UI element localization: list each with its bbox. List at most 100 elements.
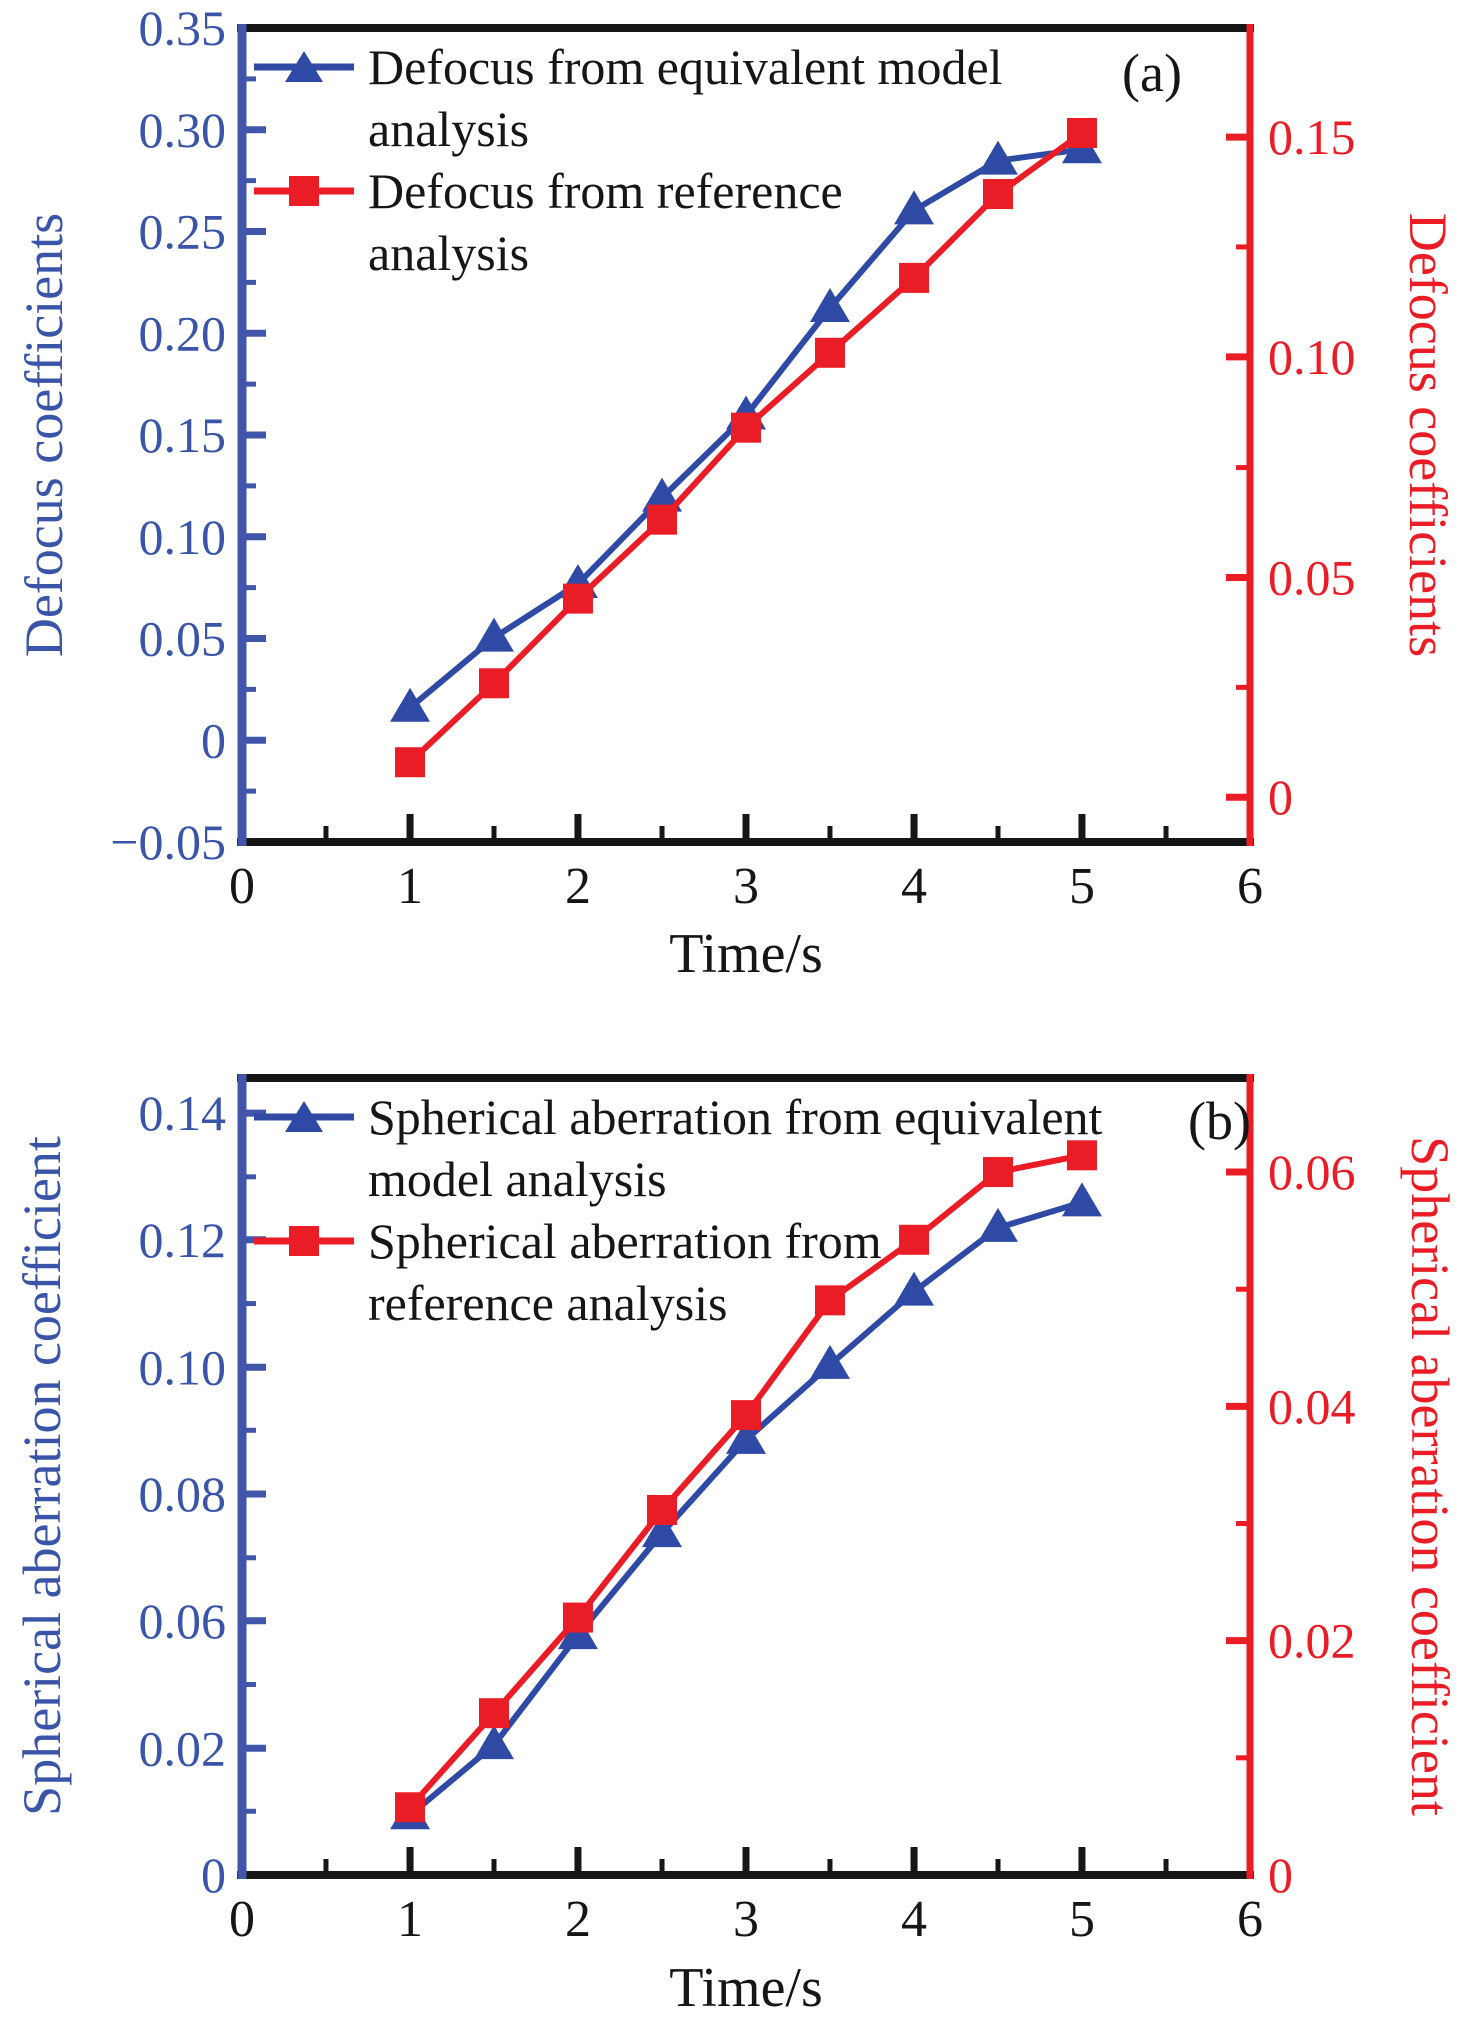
triangle-marker-icon (254, 1101, 354, 1132)
square-marker-icon (254, 1226, 354, 1256)
left-tick-label: 0.14 (139, 1085, 227, 1141)
left-tick-label: 0.35 (139, 0, 227, 56)
square-marker-icon (254, 176, 354, 206)
triangle-marker-icon (254, 51, 354, 82)
legend-label: Spherical aberration from equivalent mod… (368, 1086, 1102, 1210)
legend-entry: Defocus from equivalent model analysis (252, 36, 1003, 160)
panel-a-left-axis-title: Defocus coefficients (14, 212, 74, 658)
square-data-marker (983, 1157, 1013, 1188)
square-data-marker (814, 337, 845, 368)
right-tick-label: 0.02 (1268, 1613, 1356, 1669)
square-data-marker (395, 1792, 426, 1823)
square-data-marker (1066, 1140, 1097, 1171)
legend-entry: Defocus from reference analysis (252, 160, 1003, 284)
x-tick-label: 2 (565, 858, 591, 915)
triangle-data-marker (978, 1207, 1018, 1242)
right-tick-label: 0.06 (1268, 1144, 1356, 1200)
x-tick-label: 0 (229, 858, 255, 915)
right-tick-label: 0.04 (1268, 1378, 1356, 1434)
x-tick-label: 0 (229, 1891, 255, 1948)
triangle-data-marker (642, 1513, 683, 1548)
legend-label: Defocus from equivalent model analysis (368, 36, 1003, 160)
x-tick-label: 1 (397, 1891, 423, 1948)
legend-label-line: Defocus from equivalent model (368, 39, 1003, 95)
square-data-marker (562, 1602, 593, 1633)
triangle-data-marker (390, 687, 431, 722)
legend-label-line: model analysis (368, 1151, 667, 1207)
panel-b-right-axis-title: Spherical aberration coefficient (1400, 1136, 1460, 1816)
left-tick-label: 0.06 (139, 1593, 227, 1649)
legend-label-line: Spherical aberration from (368, 1213, 882, 1269)
square-data-marker (479, 1698, 509, 1729)
x-tick-label: 4 (901, 858, 927, 915)
legend-entry: Spherical aberration from reference anal… (252, 1210, 1102, 1334)
left-tick-label: 0.15 (139, 407, 227, 463)
panel-b-x-axis-title: Time/s (669, 1957, 823, 2019)
legend-label-line: analysis (368, 101, 530, 157)
square-data-marker (731, 1400, 761, 1431)
square-data-marker (395, 747, 426, 778)
square-data-marker (479, 668, 509, 699)
right-tick-label: 0 (1268, 1847, 1293, 1903)
triangle-data-marker (809, 1344, 850, 1379)
panel-a-x-axis-title: Time/s (669, 923, 823, 985)
legend-label-line: analysis (368, 225, 530, 281)
panel-b-tag: (b) (1188, 1091, 1251, 1151)
left-tick-label: 0.08 (139, 1466, 227, 1522)
legend-entry: Spherical aberration from equivalent mod… (252, 1086, 1102, 1210)
left-tick-label: 0.10 (139, 1339, 227, 1395)
legend-label: Spherical aberration from reference anal… (368, 1210, 882, 1334)
x-tick-label: 4 (901, 1891, 927, 1948)
x-tick-label: 3 (733, 858, 759, 915)
left-tick-label: 0 (201, 1847, 226, 1903)
x-tick-label: 5 (1069, 1891, 1095, 1948)
left-tick-label: 0.02 (139, 1720, 227, 1776)
left-tick-label: 0.25 (139, 204, 227, 260)
legend-label-line: reference analysis (368, 1275, 728, 1331)
triangle-data-marker (474, 1725, 514, 1760)
square-data-marker (1066, 118, 1097, 149)
square-data-marker (647, 504, 678, 535)
panel-b: 0 1 2 3 4 5 600.020.060.080.100.120.1400.020.0… (139, 1074, 1356, 1948)
legend-label: Defocus from reference analysis (368, 160, 843, 284)
triangle-data-marker (978, 140, 1018, 175)
square-data-marker (647, 1494, 678, 1525)
x-tick-label: 2 (565, 1891, 591, 1948)
x-tick-label: 5 (1069, 858, 1095, 915)
right-tick-label: 0 (1268, 769, 1293, 825)
triangle-data-marker (809, 288, 850, 323)
panel-a-legend: Defocus from equivalent model analysis D… (252, 36, 1003, 284)
right-tick-label: 0.15 (1268, 109, 1356, 165)
x-tick-label: 1 (397, 858, 423, 915)
left-tick-label: 0.05 (139, 611, 227, 667)
panel-b-left-axis-title: Spherical aberration coefficient (12, 1136, 72, 1816)
triangle-data-marker (1061, 1182, 1102, 1217)
triangle-data-marker (894, 1271, 935, 1306)
triangle-data-marker (726, 1419, 766, 1454)
square-data-marker (731, 412, 761, 443)
left-tick-label: 0.20 (139, 305, 227, 361)
triangle-data-marker (642, 477, 683, 512)
square-data-marker (814, 1285, 845, 1316)
triangle-data-marker (894, 190, 935, 225)
panel-b-legend: Spherical aberration from equivalent mod… (252, 1086, 1102, 1334)
left-tick-label: −0.05 (110, 814, 226, 870)
left-tick-label: 0 (201, 712, 226, 768)
left-tick-label: 0.30 (139, 102, 227, 158)
right-tick-label: 0.10 (1268, 329, 1356, 385)
square-data-marker (899, 1224, 930, 1255)
triangle-data-marker (474, 617, 514, 652)
square-data-marker (983, 179, 1013, 210)
x-tick-label: 6 (1237, 858, 1263, 915)
left-tick-label: 0.10 (139, 509, 227, 565)
x-tick-label: 6 (1237, 1891, 1263, 1948)
panel-a-tag: (a) (1122, 43, 1182, 103)
square-data-marker (562, 583, 593, 614)
legend-label-line: Spherical aberration from equivalent (368, 1089, 1103, 1145)
x-tick-label: 3 (733, 1891, 759, 1948)
left-tick-label: 0.12 (139, 1212, 227, 1268)
legend-label-line: Defocus from reference (368, 163, 843, 219)
panel-a: 0 1 2 3 4 5 6−0.0500.050.100.150.200.250.300.3… (110, 0, 1355, 915)
panel-a-right-axis-title: Defocus coefficients (1398, 212, 1458, 658)
